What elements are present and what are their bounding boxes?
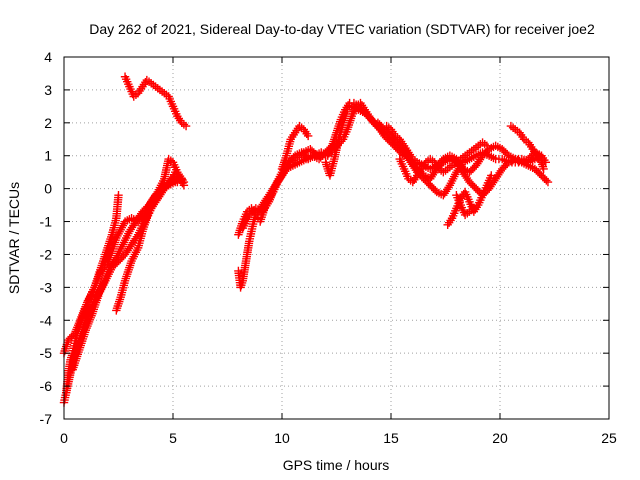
data-series <box>506 121 548 174</box>
data-series <box>321 102 354 180</box>
data-series <box>347 102 553 200</box>
data-point <box>538 172 548 182</box>
y-axis-label: SDTVAR / TECUs <box>6 182 22 294</box>
data-point <box>469 204 479 213</box>
data-point <box>427 182 437 192</box>
x-tick-label: 25 <box>601 430 617 446</box>
x-axis-label: GPS time / hours <box>283 457 390 473</box>
y-tick-label: 0 <box>44 181 52 197</box>
data-point <box>466 166 476 175</box>
data-point <box>482 141 492 151</box>
data-point <box>429 184 438 193</box>
data-point <box>543 177 553 187</box>
y-tick-label: -1 <box>40 214 53 230</box>
data-point <box>501 161 510 170</box>
data-point <box>542 176 551 185</box>
data-series <box>234 98 385 292</box>
y-tick-label: -3 <box>40 279 53 295</box>
data-point <box>471 184 481 193</box>
data-point <box>383 128 392 137</box>
y-tick-label: -5 <box>40 345 53 361</box>
x-tick-label: 5 <box>169 430 177 446</box>
data-series <box>59 154 189 358</box>
data-point <box>179 181 189 190</box>
y-tick-label: 3 <box>44 82 52 98</box>
y-tick-label: -6 <box>40 378 53 394</box>
data-series <box>112 167 189 315</box>
grid-lines <box>64 57 609 419</box>
data-point <box>535 169 544 179</box>
y-tick-label: 4 <box>44 49 52 65</box>
data-point <box>422 177 432 187</box>
data-point <box>303 131 313 141</box>
chart-title: Day 262 of 2021, Sidereal Day-to-day VTE… <box>89 21 595 37</box>
data-point <box>181 121 191 131</box>
data-point <box>533 167 543 177</box>
data-point <box>487 171 496 180</box>
axis-ticks <box>63 56 610 420</box>
data-series <box>395 138 492 187</box>
data-series <box>277 121 313 174</box>
x-tick-label: 20 <box>492 430 508 446</box>
y-tick-label: -2 <box>40 246 53 262</box>
data-point <box>67 332 76 341</box>
y-tick-label: -4 <box>40 312 53 328</box>
data-markers <box>59 72 553 407</box>
data-series <box>120 72 191 131</box>
x-tick-label: 10 <box>274 430 290 446</box>
tick-labels: 0 5 10 15 20 25 -7 -6 -5 -4 -3 -2 -1 0 1 2 3 4 <box>40 49 617 446</box>
plot-frame <box>63 56 610 420</box>
data-point <box>539 164 548 174</box>
data-series <box>382 121 550 177</box>
y-tick-label: 2 <box>44 115 52 131</box>
y-tick-label: 1 <box>44 148 52 164</box>
x-tick-label: 0 <box>60 430 68 446</box>
data-point <box>540 174 549 183</box>
data-point <box>114 191 123 200</box>
y-tick-label: -7 <box>40 411 53 427</box>
data-series <box>452 191 479 220</box>
x-tick-label: 15 <box>383 430 399 446</box>
data-point <box>501 148 510 157</box>
data-point <box>468 181 477 190</box>
data-point <box>470 182 479 192</box>
